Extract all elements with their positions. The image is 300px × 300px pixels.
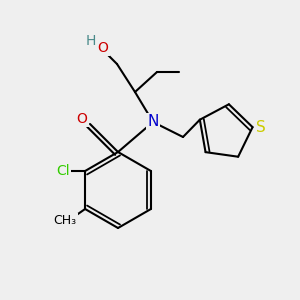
Text: CH₃: CH₃ [53, 214, 77, 227]
Text: N: N [147, 115, 159, 130]
Text: O: O [98, 41, 108, 55]
Text: Cl: Cl [56, 164, 70, 178]
Text: S: S [256, 120, 266, 135]
Text: O: O [76, 112, 87, 126]
Text: H: H [86, 34, 96, 48]
